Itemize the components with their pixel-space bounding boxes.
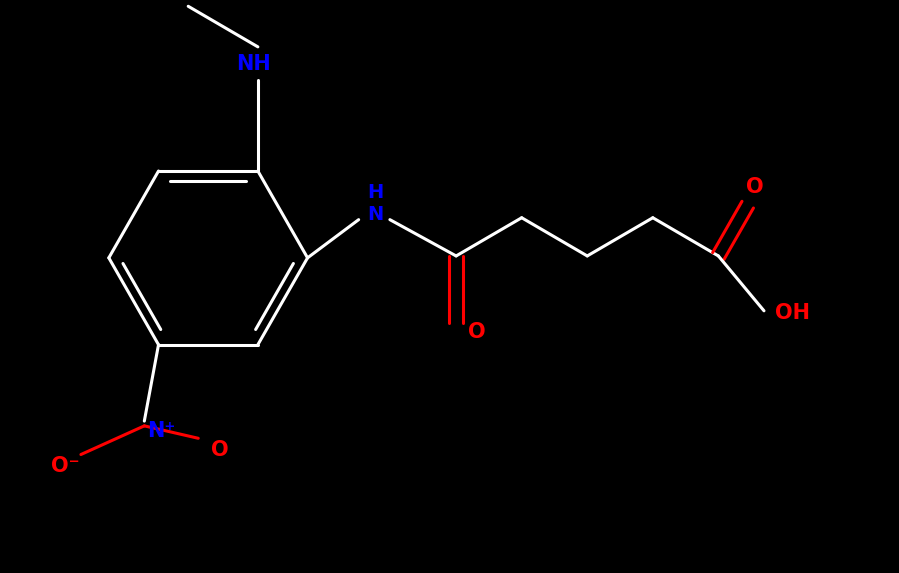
Text: NH: NH [236, 54, 271, 74]
Text: O: O [211, 439, 229, 460]
Text: N⁺: N⁺ [147, 421, 175, 441]
Text: O⁻: O⁻ [50, 456, 79, 476]
Text: OH: OH [775, 303, 810, 323]
Text: O: O [468, 323, 485, 342]
Text: O: O [746, 178, 764, 198]
Text: H
N: H N [368, 183, 384, 224]
